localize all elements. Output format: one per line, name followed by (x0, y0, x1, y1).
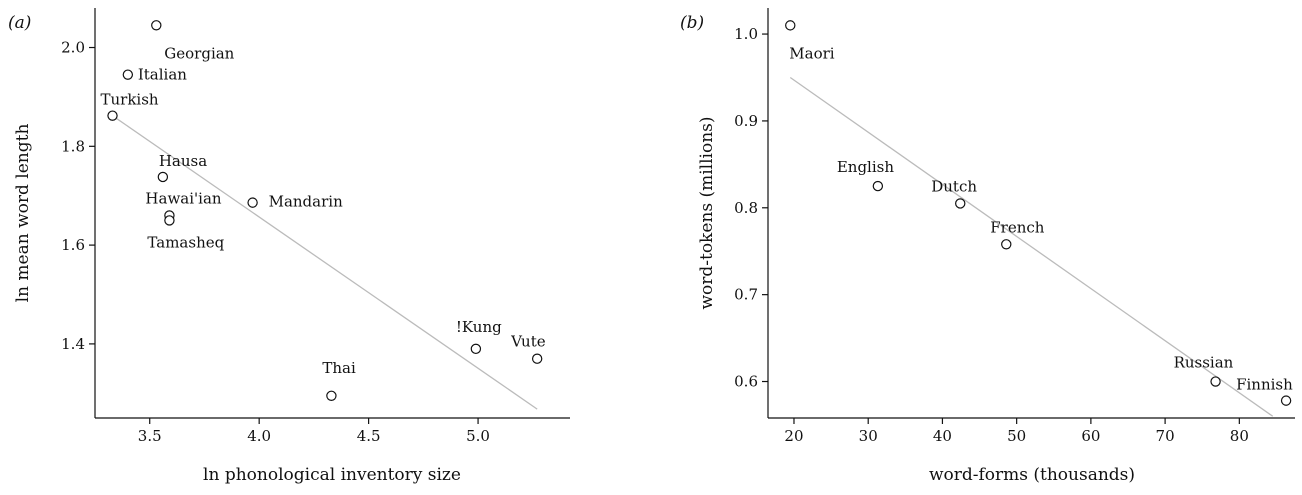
panel-b-y-title: word-tokens (millions) (697, 116, 717, 309)
panel-a-y-title: ln mean word length (13, 124, 33, 303)
point-label-french: French (990, 218, 1045, 236)
point-label-hawai-ian: Hawai'ian (145, 189, 221, 207)
point-label-georgian: Georgian (164, 44, 234, 62)
y-tick-label: 1.0 (734, 25, 758, 43)
y-tick-label: 0.7 (734, 286, 758, 304)
data-point-english (872, 180, 884, 192)
data-point-italian (122, 69, 134, 80)
x-tick-label: 60 (1081, 427, 1100, 445)
data-point-georgian (151, 20, 162, 31)
point-label-maori: Maori (789, 44, 835, 62)
point-label-kung: !Kung (456, 318, 502, 336)
point-label-italian: Italian (138, 66, 187, 84)
point-label-turkish: Turkish (101, 91, 159, 109)
point-label-tamasheq: Tamasheq (147, 233, 224, 251)
data-point-maori (785, 20, 796, 31)
data-point-russian (1210, 376, 1221, 387)
panel-b-x-title: word-forms (thousands) (929, 465, 1135, 485)
point-label-hausa: Hausa (159, 152, 207, 170)
point-label-vute: Vute (510, 333, 546, 351)
x-tick-label: 40 (933, 427, 952, 445)
x-tick-label: 3.5 (138, 427, 162, 445)
y-tick-label: 2.0 (61, 39, 85, 57)
point-label-thai: Thai (322, 359, 356, 377)
panel-b-fit-line (789, 76, 1274, 417)
x-tick-label: 5.0 (466, 427, 490, 445)
panel-b-scatter: (b) 20 30 40 50 60 70 80 0.6 0.7 0.8 0.9 1.0 Maori E… (680, 8, 1295, 485)
panel-b-ticks: 20 30 40 50 60 70 80 0.6 0.7 0.8 0.9 1.0 (734, 25, 1249, 445)
y-tick-label: 0.6 (734, 373, 758, 391)
x-tick-label: 4.0 (247, 427, 271, 445)
point-label-finnish: Finnish (1236, 376, 1293, 394)
point-label-russian: Russian (1174, 354, 1234, 372)
data-point-dutch (955, 198, 966, 209)
data-point-kung (470, 343, 482, 355)
panel-a-fit-line (112, 115, 538, 410)
data-point-finnish (1280, 395, 1292, 406)
y-tick-label: 1.4 (61, 335, 85, 353)
x-tick-label: 4.5 (357, 427, 381, 445)
panel-a-x-title: ln phonological inventory size (203, 465, 461, 485)
y-tick-label: 1.6 (61, 236, 85, 254)
x-tick-label: 70 (1156, 427, 1175, 445)
panel-b-tag: (b) (680, 13, 704, 33)
data-point-turkish (107, 110, 118, 121)
point-label-mandarin: Mandarin (269, 193, 343, 211)
data-point-french (1001, 239, 1012, 250)
data-point-tamasheq (164, 215, 175, 226)
panel-a-tag: (a) (8, 13, 31, 33)
panel-a-scatter: (a) 3.5 4.0 4.5 5.0 1.4 1.6 1.8 2.0 Georgian Ita… (8, 8, 570, 485)
x-tick-label: 20 (784, 427, 803, 445)
x-tick-label: 50 (1007, 427, 1026, 445)
panel-a-points: Georgian Italian Turkish Hausa Hawai'ian Tama… (101, 20, 546, 401)
y-tick-label: 1.8 (61, 137, 85, 155)
point-label-english: English (837, 158, 895, 176)
data-point-thai (326, 390, 337, 401)
data-point-hausa (157, 171, 169, 183)
data-point-mandarin (247, 197, 258, 208)
y-tick-label: 0.9 (734, 112, 758, 130)
x-tick-label: 30 (859, 427, 878, 445)
y-tick-label: 0.8 (734, 199, 758, 217)
panel-a-ticks: 3.5 4.0 4.5 5.0 1.4 1.6 1.8 2.0 (61, 39, 490, 445)
data-point-vute (531, 353, 543, 364)
point-label-dutch: Dutch (931, 177, 977, 195)
x-tick-label: 80 (1230, 427, 1249, 445)
